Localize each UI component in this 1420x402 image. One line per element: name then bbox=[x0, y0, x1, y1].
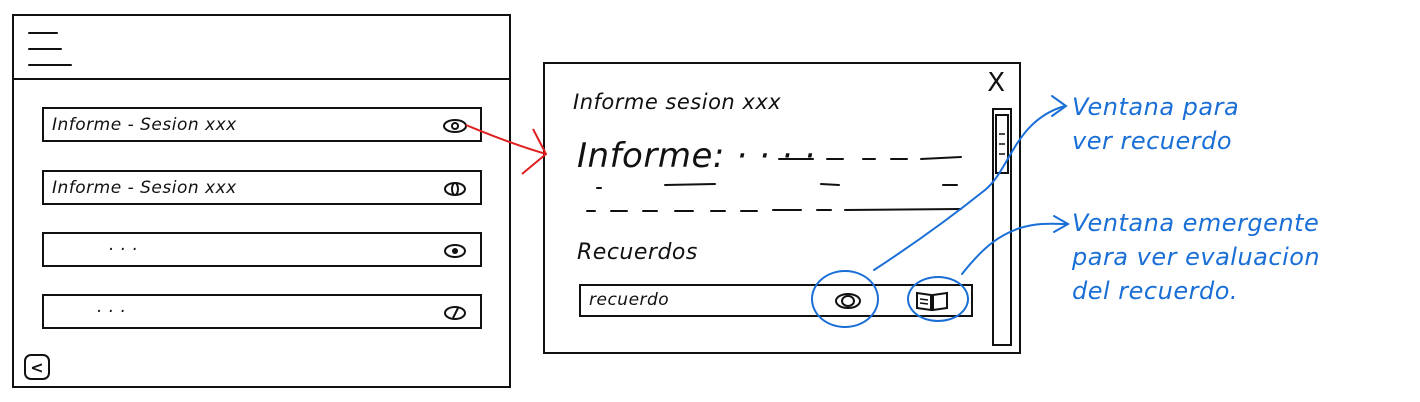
popup-title: Informe sesion xxx bbox=[573, 90, 782, 114]
list-item[interactable]: Informe - Sesion xxx bbox=[42, 107, 482, 142]
report-popup-mockup: Informe sesion xxx X Informe: · · · · Re… bbox=[543, 62, 1021, 354]
annotation-evaluation-popup: Ventana emergente para ver evaluacion de… bbox=[1072, 206, 1320, 308]
list-item-label: · · · bbox=[108, 240, 138, 260]
list-item-label: Informe - Sesion xxx bbox=[52, 178, 237, 198]
report-text-label: Informe: · · · · bbox=[577, 136, 816, 176]
annotation-line: para ver evaluacion bbox=[1072, 243, 1321, 271]
memories-section-label: Recuerdos bbox=[577, 240, 698, 265]
list-item-label: · · · bbox=[96, 302, 126, 322]
back-button[interactable]: < bbox=[24, 354, 50, 380]
list-item-label: Informe - Sesion xxx bbox=[52, 115, 237, 135]
scroll-grip-icon bbox=[999, 133, 1005, 155]
scrollbar[interactable] bbox=[992, 108, 1012, 346]
eye-icon[interactable] bbox=[442, 117, 468, 135]
scrollbar-thumb[interactable] bbox=[995, 114, 1009, 174]
close-button[interactable]: X bbox=[987, 68, 1005, 98]
highlight-circle bbox=[907, 276, 969, 322]
app-header bbox=[14, 16, 509, 80]
hamburger-menu-icon[interactable] bbox=[28, 30, 72, 70]
list-item[interactable]: · · · bbox=[42, 232, 482, 267]
list-item[interactable]: Informe - Sesion xxx bbox=[42, 170, 482, 205]
eye-icon[interactable] bbox=[442, 180, 468, 198]
list-item[interactable]: · · · bbox=[42, 294, 482, 329]
annotation-line: ver recuerdo bbox=[1072, 127, 1233, 155]
annotation-view-memory: Ventana para ver recuerdo bbox=[1072, 90, 1239, 158]
highlight-circle bbox=[811, 270, 879, 328]
annotation-line: Ventana para bbox=[1072, 93, 1240, 121]
annotation-line: del recuerdo. bbox=[1072, 277, 1239, 305]
eye-icon[interactable] bbox=[442, 304, 468, 322]
memory-item-label: recuerdo bbox=[589, 290, 670, 310]
eye-icon[interactable] bbox=[442, 242, 468, 260]
annotation-line: Ventana emergente bbox=[1072, 209, 1320, 237]
list-screen-mockup: Informe - Sesion xxx Informe - Sesion xx… bbox=[12, 14, 511, 388]
